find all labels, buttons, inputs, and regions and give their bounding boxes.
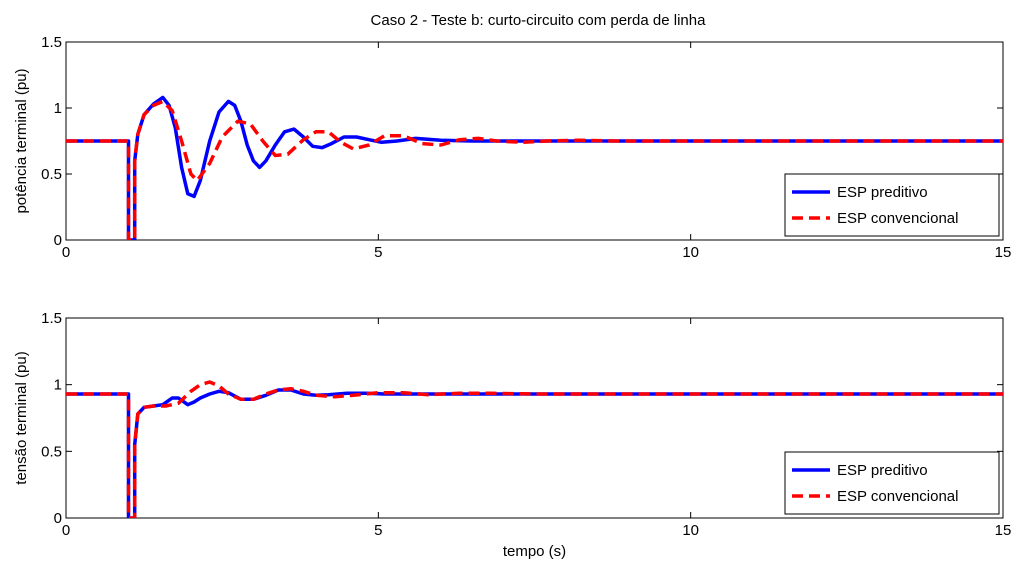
legend-box <box>784 451 1000 515</box>
x-tick-label: 5 <box>374 244 382 261</box>
figure-title: Caso 2 - Teste b: curto-circuito com per… <box>371 12 707 29</box>
x-axis-label: tempo (s) <box>503 543 566 560</box>
x-tick-label: 5 <box>374 522 382 539</box>
y-axis-label: tensão terminal (pu) <box>13 351 30 484</box>
y-tick-label: 0.5 <box>41 166 62 183</box>
legend-label: ESP preditivo <box>837 184 928 201</box>
series-line-esp-preditivo <box>66 388 1003 518</box>
series-line-esp-convencional <box>66 380 1003 518</box>
y-tick-label: 1 <box>54 377 62 394</box>
y-axis-label: potência terminal (pu) <box>13 68 30 213</box>
x-tick-label: 0 <box>62 244 70 261</box>
legend: ESP preditivo ESP convencional <box>784 451 1000 515</box>
x-tick-label: 15 <box>995 244 1012 261</box>
x-tick-label: 10 <box>682 522 699 539</box>
y-tick-label: 0.5 <box>41 443 62 460</box>
legend-label: ESP preditivo <box>837 462 928 479</box>
legend-box <box>784 173 1000 237</box>
chart-terminal-power: 0 5 10 15 0 0.5 1 1.5 potência terminal (pu) ESP … <box>13 34 1011 261</box>
legend: ESP preditivo ESP convencional <box>784 173 1000 237</box>
legend-label: ESP convencional <box>837 210 958 227</box>
legend-label: ESP convencional <box>837 488 958 505</box>
x-tick-label: 10 <box>682 244 699 261</box>
y-tick-label: 1.5 <box>41 34 62 51</box>
y-tick-label: 0 <box>54 510 62 527</box>
axes-box <box>65 317 1004 519</box>
y-tick-label: 1 <box>54 100 62 117</box>
x-tick-label: 0 <box>62 522 70 539</box>
chart-terminal-voltage: 0 5 10 15 0 0.5 1 1.5 tensão terminal (pu) tempo … <box>13 310 1011 560</box>
y-tick-label: 1.5 <box>41 310 62 327</box>
x-tick-label: 15 <box>995 522 1012 539</box>
y-tick-label: 0 <box>54 232 62 249</box>
